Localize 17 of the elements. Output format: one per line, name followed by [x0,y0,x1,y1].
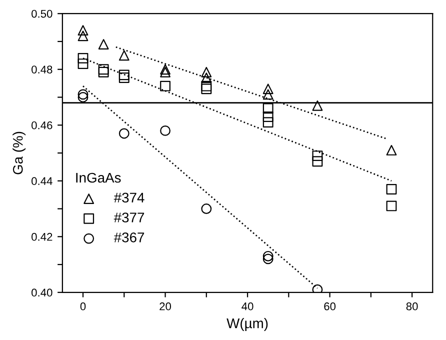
legend-title: InGaAs [76,172,121,183]
x-tick-label: 0 [80,302,86,310]
y-tick-label: 0.42 [32,232,52,241]
x-tick-label: 40 [242,302,254,310]
y-axis-title: Ga (%) [12,132,26,174]
y-tick-label: 0.46 [32,121,52,130]
y-tick-label: 0.50 [32,10,52,18]
y-tick-label: 0.40 [32,288,52,297]
legend-label: #374 [114,192,144,203]
x-tick-label: 80 [406,302,418,310]
legend-label: #377 [114,212,144,222]
y-tick-label: 0.48 [32,66,52,74]
x-tick-label: 60 [324,302,336,310]
y-tick-label: 0.44 [32,177,52,186]
x-tick-label: 20 [160,302,172,310]
x-axis-title: W(µm) [226,318,268,331]
legend-label: #367 [114,232,144,242]
